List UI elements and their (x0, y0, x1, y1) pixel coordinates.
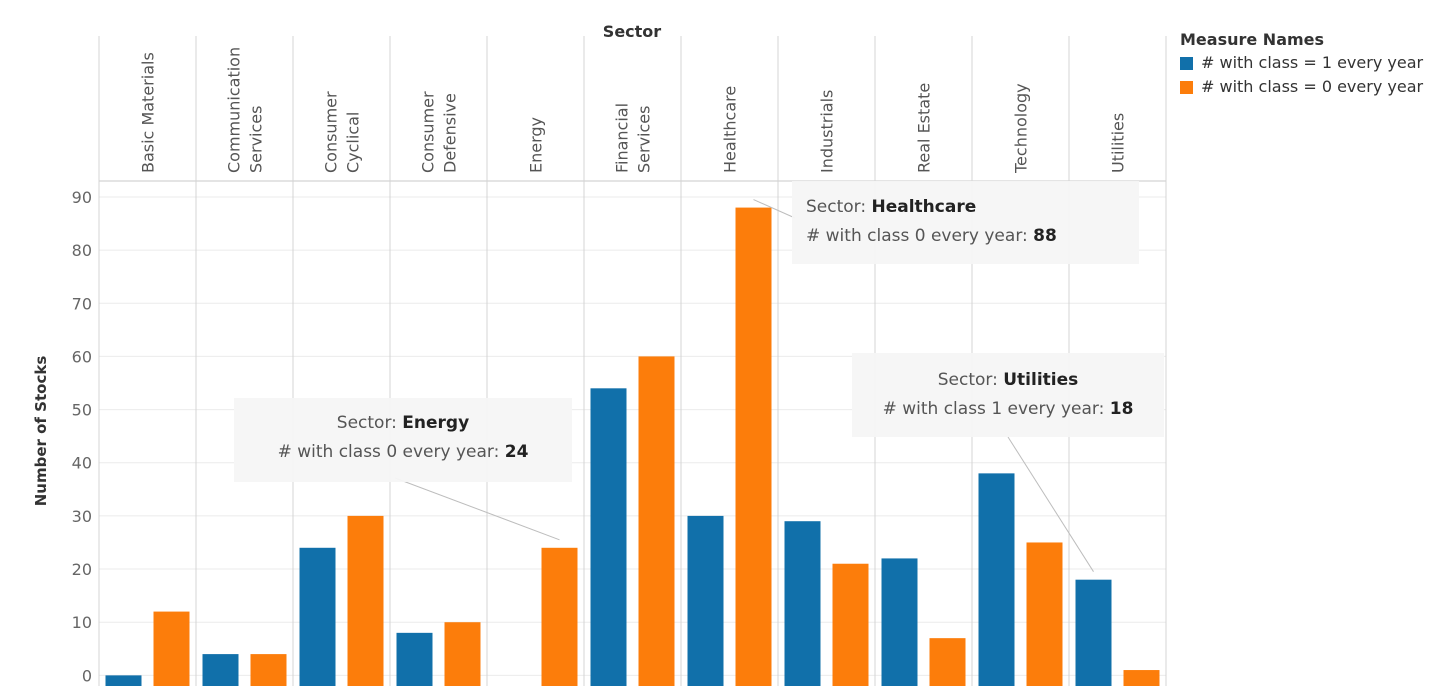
bar (832, 563, 869, 686)
bar (590, 388, 627, 686)
bar (153, 611, 190, 686)
y-axis: 0 10 20 30 40 50 60 70 80 90 (72, 188, 92, 685)
y-tick-label: 0 (82, 666, 92, 685)
category-label-line: Consumer (419, 91, 438, 173)
category-label-line: Communication (225, 47, 244, 173)
category-label-line: Healthcare (721, 86, 740, 173)
tooltip-energy-value: 24 (504, 442, 529, 462)
legend-label-class-1: # with class = 1 every year (1201, 53, 1424, 72)
y-tick-label: 30 (72, 507, 92, 526)
category-label-line: Industrials (818, 90, 837, 173)
tooltip-healthcare-sector-label: Sector: (806, 197, 867, 217)
tooltip-energy-measure-label: # with class 0 every year: (277, 442, 500, 462)
category-label-line: Cyclical (344, 112, 363, 173)
bar (1075, 579, 1112, 686)
bar (1026, 542, 1063, 686)
bar (444, 622, 481, 686)
legend-label-class-0: # with class = 0 every year (1201, 77, 1424, 96)
y-tick-label: 80 (72, 241, 92, 260)
bar (396, 632, 433, 686)
bar (105, 675, 142, 686)
category-label: Communication Services (225, 47, 266, 173)
y-tick-label: 70 (72, 294, 92, 313)
category-label: Technology (1012, 83, 1031, 174)
legend: Measure Names # with class = 1 every yea… (1180, 30, 1423, 99)
bar (541, 547, 578, 686)
legend-item-class-0[interactable]: # with class = 0 every year (1180, 75, 1423, 99)
tooltip-energy: Sector: Energy # with class 0 every year… (234, 398, 572, 482)
annotation-leader (394, 477, 560, 541)
tooltip-healthcare-measure-label: # with class 0 every year: (806, 226, 1028, 246)
category-label-line: Real Estate (915, 83, 934, 173)
tooltip-utilities-value: 18 (1109, 399, 1134, 419)
bar (638, 356, 675, 686)
category-label-line: Financial (613, 103, 632, 173)
category-label: Financial Services (613, 103, 654, 173)
bars (105, 207, 1160, 686)
category-label-line: Technology (1012, 83, 1031, 174)
y-tick-label: 40 (72, 454, 92, 473)
category-label: Basic Materials (139, 52, 158, 173)
bar (881, 558, 918, 686)
tooltip-energy-sector: Energy (402, 413, 470, 433)
category-label: Industrials (818, 90, 837, 173)
category-label: Utilities (1109, 113, 1128, 173)
category-label: Consumer Cyclical (322, 91, 363, 173)
category-label: Energy (527, 117, 546, 173)
category-label-line: Consumer (322, 91, 341, 173)
y-tick-label: 50 (72, 401, 92, 420)
legend-item-class-1[interactable]: # with class = 1 every year (1180, 51, 1423, 75)
y-axis-label: Number of Stocks (32, 356, 50, 507)
y-tick-label: 90 (72, 188, 92, 207)
bar (735, 207, 772, 686)
category-label-line: Services (247, 106, 266, 173)
category-label: Consumer Defensive (419, 91, 460, 173)
category-label: Real Estate (915, 83, 934, 173)
category-label-line: Energy (527, 117, 546, 173)
tooltip-energy-sector-label: Sector: (336, 413, 397, 433)
bar (1123, 670, 1160, 686)
category-label-line: Services (635, 106, 654, 173)
y-tick-label: 20 (72, 560, 92, 579)
bar (250, 654, 287, 686)
category-headers: Basic Materials Communication Services Cons… (139, 47, 1128, 174)
category-label-line: Basic Materials (139, 52, 158, 173)
column-header-label: Sector (603, 22, 662, 41)
bar (299, 547, 336, 686)
tooltip-utilities-sector-label: Sector: (937, 370, 998, 390)
tooltip-healthcare: Sector: Healthcare # with class 0 every … (792, 181, 1139, 264)
tooltip-healthcare-value: 88 (1033, 226, 1057, 246)
tooltip-utilities-measure-label: # with class 1 every year: (882, 399, 1105, 419)
legend-title: Measure Names (1180, 30, 1325, 49)
bar (202, 654, 239, 686)
bar (784, 521, 821, 686)
legend-swatch-class-1 (1180, 56, 1193, 70)
category-label-line: Defensive (441, 93, 460, 173)
annotation-leaders (394, 199, 1094, 572)
annotation-leader (1007, 436, 1094, 572)
category-label-line: Utilities (1109, 113, 1128, 173)
legend-swatch-class-0 (1180, 80, 1193, 94)
category-label: Healthcare (721, 86, 740, 173)
annotation-leader (753, 199, 796, 219)
bar (687, 515, 724, 686)
bar (929, 638, 966, 686)
tooltip-utilities: Sector: Utilities # with class 1 every y… (852, 353, 1164, 437)
tooltip-utilities-sector: Utilities (1003, 370, 1079, 390)
tooltip-healthcare-sector: Healthcare (871, 197, 977, 217)
bar (978, 473, 1015, 686)
bar (347, 515, 384, 686)
y-tick-label: 60 (72, 347, 92, 366)
y-tick-label: 10 (72, 613, 92, 632)
